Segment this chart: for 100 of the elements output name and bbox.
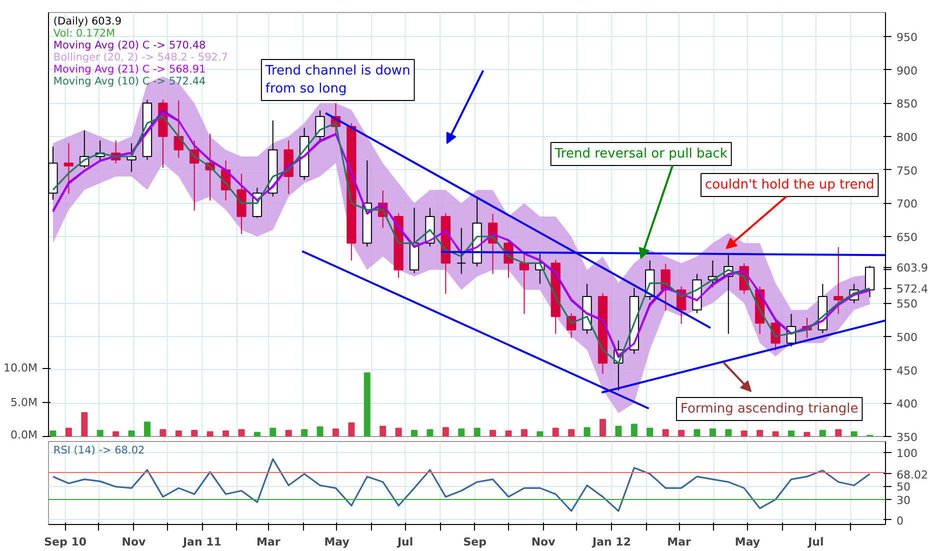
bar: [804, 432, 810, 436]
y-tick-label: 900: [896, 64, 918, 78]
bar: [285, 430, 292, 436]
x-tick-label: Sep 10: [44, 536, 87, 548]
bar: [270, 428, 276, 436]
bar: [772, 431, 779, 436]
bar: [160, 429, 166, 436]
bar: [206, 431, 214, 436]
bar: [364, 372, 370, 436]
y2-tick-label: 5.0M: [10, 396, 38, 409]
text: Moving Avg (21) C -> 568.91: [53, 64, 206, 76]
x-tick-label: Jul: [396, 536, 414, 548]
annotation: Trend reversal or pull back: [554, 146, 728, 162]
bar: [50, 430, 56, 436]
y-tick-label: 550: [896, 298, 918, 311]
bar: [411, 430, 418, 436]
y-tick-label: 50: [896, 480, 910, 494]
series-label: RSI (14) -> 68.02: [53, 444, 145, 456]
x-tick-label: Nov: [122, 536, 147, 548]
x-tick-label: May: [324, 536, 350, 548]
bar: [191, 430, 198, 436]
bar: [112, 431, 120, 436]
y-tick-label: 700: [896, 198, 918, 211]
x-tick-label: Jul: [807, 536, 824, 548]
y-tick-label: 650: [896, 231, 918, 244]
annotation: Trend channel is down from so long: [264, 64, 410, 96]
bar: [536, 431, 544, 436]
bar: [128, 430, 135, 436]
bar: [442, 427, 449, 436]
bar: [788, 430, 794, 436]
annotation: Forming ascending triangle: [680, 402, 858, 416]
bar: [238, 429, 245, 436]
bar: [568, 429, 575, 436]
bar: [81, 412, 88, 436]
bar: [520, 429, 528, 436]
bar: [175, 430, 182, 436]
bar: [380, 426, 386, 436]
bar: [348, 422, 355, 436]
y-tick-label: 800: [896, 131, 918, 144]
y-tick-label: 0: [896, 514, 904, 528]
bar: [65, 428, 72, 436]
y-tick-label: 400: [896, 398, 918, 411]
bar: [725, 429, 732, 436]
bar: [756, 430, 764, 436]
candlestick: [834, 246, 844, 314]
y-tick-label: 350: [896, 431, 918, 444]
candlestick: [174, 100, 184, 158]
y-tick-label: 950: [896, 31, 918, 44]
y-tick-label: 68.02: [896, 468, 928, 482]
y-tick-label: 30: [896, 494, 910, 508]
x-tick-label: Nov: [531, 536, 556, 548]
bar: [662, 429, 669, 436]
x-tick-label: Jan 12: [591, 536, 631, 548]
bar: [584, 427, 590, 436]
bar: [819, 430, 826, 436]
bar: [835, 429, 842, 436]
y-tick-label: 750: [896, 164, 918, 178]
bar: [426, 429, 434, 436]
x-tick-label: Sep: [463, 536, 487, 548]
chart-title: (Daily) 603.9: [53, 16, 122, 28]
y-tick-label: 603.9: [896, 262, 928, 275]
y-tick-label: 850: [896, 98, 918, 111]
text: Moving Avg (10) C -> 572.44: [53, 76, 206, 88]
bar: [850, 431, 858, 436]
bar: [96, 430, 104, 436]
y2-tick-label: 0.0M: [10, 428, 38, 442]
x-tick-label: Jan 11: [182, 536, 222, 548]
x-tick-label: Mar: [256, 536, 281, 548]
bar: [301, 429, 308, 436]
bar: [740, 430, 748, 436]
bar: [474, 428, 480, 436]
bar: [678, 430, 685, 436]
x-tick-label: May: [734, 536, 760, 548]
bar: [630, 424, 638, 436]
annotation: Bollinger (20, 2) -> 548.2 - 592.7: [53, 52, 228, 64]
y2-tick-label: 10.0M: [4, 362, 38, 375]
candlestick: [456, 227, 466, 274]
bar: [552, 428, 559, 436]
y-tick-label: 500: [896, 331, 918, 344]
text: Moving Avg (20) C -> 570.48: [53, 40, 206, 52]
bar: [316, 426, 324, 436]
text: Vol: 0.172M: [53, 28, 116, 40]
bar: [505, 430, 512, 436]
y-tick-label: 450: [896, 364, 918, 378]
line-series: [52, 458, 871, 512]
y-tick-label: 572.4: [896, 282, 928, 296]
candlestick: [64, 142, 74, 194]
bar: [646, 428, 654, 436]
bar: [254, 432, 260, 436]
candlestick: [315, 110, 325, 140]
bar: [395, 428, 402, 436]
bar: [490, 430, 496, 436]
y-tick-label: 100: [896, 446, 918, 460]
bar: [144, 422, 150, 436]
bar: [709, 428, 716, 436]
bar: [332, 428, 339, 436]
candlestick: [864, 265, 875, 298]
bar: [615, 426, 622, 436]
bar: [222, 430, 230, 436]
bar: [694, 429, 700, 436]
